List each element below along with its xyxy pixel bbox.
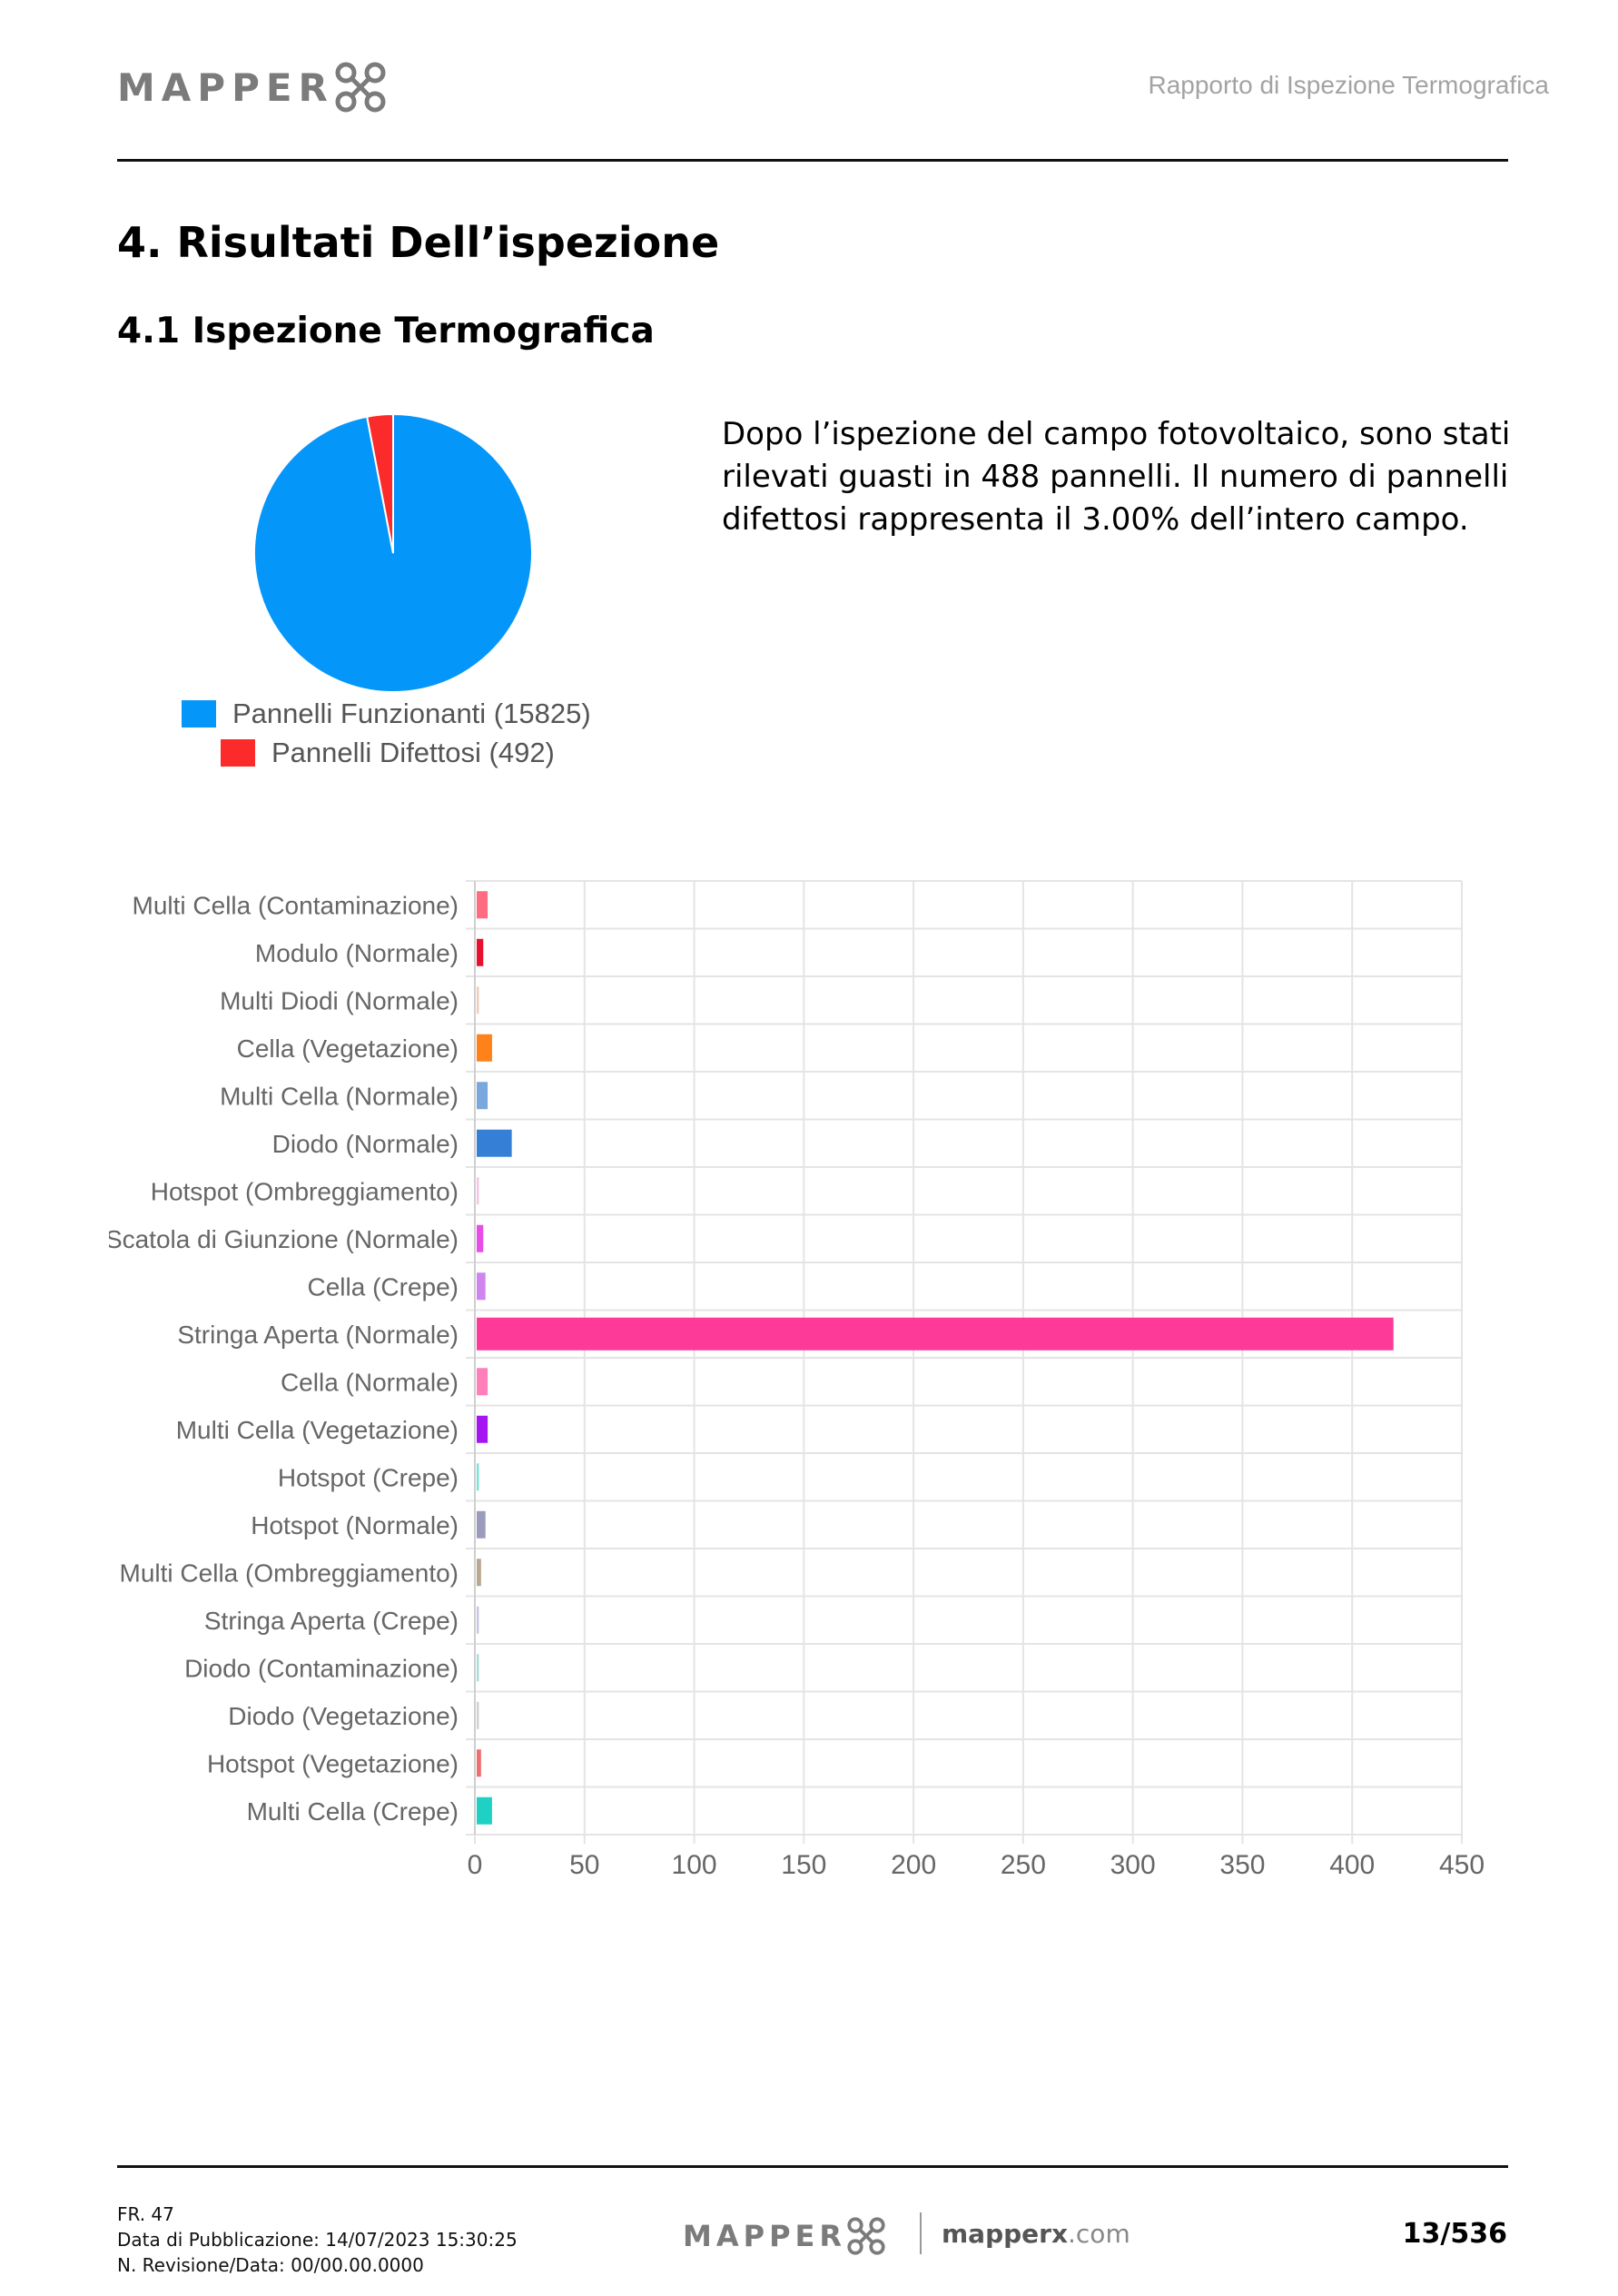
- website-link[interactable]: mapperx.com: [942, 2219, 1130, 2249]
- y-tick-label: Cella (Vegetazione): [237, 1034, 459, 1063]
- inspection-summary: Dopo l’ispezione del campo fotovoltaico,…: [722, 416, 1511, 538]
- bar: [477, 1749, 481, 1777]
- y-tick-label: Hotspot (Ombreggiamento): [151, 1177, 459, 1205]
- header-logo: MAPPER: [117, 62, 387, 113]
- y-tick-label: Multi Diodi (Normale): [220, 986, 459, 1014]
- bar: [477, 1224, 484, 1252]
- site-tld: .com: [1068, 2219, 1130, 2249]
- y-tick-label: Diodo (Contaminazione): [184, 1654, 459, 1682]
- legend-swatch-red: [221, 739, 255, 767]
- y-tick-label: Multi Cella (Normale): [220, 1082, 459, 1110]
- legend-label: Pannelli Difettosi (492): [271, 737, 555, 768]
- footer-logo: MAPPER: [683, 2217, 886, 2255]
- y-tick-label: Multi Cella (Vegetazione): [176, 1416, 459, 1444]
- y-tick-label: Hotspot (Vegetazione): [207, 1749, 459, 1777]
- header-divider: [117, 159, 1508, 162]
- bar: [477, 986, 479, 1014]
- y-tick-label: Multi Cella (Crepe): [247, 1797, 459, 1826]
- x-tick-label: 0: [468, 1850, 483, 1880]
- bar: [477, 1368, 488, 1396]
- bar: [477, 1559, 481, 1587]
- section-subtitle: 4.1 Ispezione Termografica: [117, 311, 655, 351]
- bar: [477, 1177, 479, 1205]
- bar: [477, 1415, 488, 1443]
- bar: [477, 1510, 486, 1539]
- x-tick-label: 450: [1439, 1850, 1485, 1880]
- bar: [477, 1463, 479, 1491]
- footer-divider: [117, 2165, 1508, 2168]
- y-tick-label: Multi Cella (Ombreggiamento): [120, 1559, 459, 1587]
- bar: [477, 938, 484, 966]
- bar: [477, 1606, 479, 1634]
- brand-wordmark: MAPPER: [683, 2219, 847, 2253]
- revision-info: N. Revisione/Data: 00/00.00.0000: [117, 2254, 424, 2276]
- x-tick-label: 50: [569, 1850, 599, 1880]
- x-tick-label: 400: [1329, 1850, 1375, 1880]
- y-tick-label: Diodo (Normale): [272, 1130, 459, 1158]
- y-tick-label: Hotspot (Normale): [251, 1511, 459, 1539]
- bar: [477, 891, 488, 919]
- pie-chart: [253, 412, 533, 693]
- section-title: 4. Risultati Dell’ispezione: [117, 218, 720, 267]
- bar: [477, 1701, 479, 1729]
- y-tick-label: Modulo (Normale): [255, 939, 459, 967]
- y-tick-label: Hotspot (Crepe): [278, 1463, 459, 1491]
- pie-legend-item-funzionanti: Pannelli Funzionanti (15825): [182, 698, 591, 730]
- bar: [477, 1317, 1394, 1351]
- x-tick-label: 200: [891, 1850, 936, 1880]
- legend-label: Pannelli Funzionanti (15825): [232, 698, 591, 729]
- footer-separator: [920, 2212, 922, 2254]
- bar: [477, 1654, 479, 1682]
- bar-chart: 0 50 100 150 200 250 300 350 400 450 Multi Cella (…: [109, 880, 1485, 1880]
- x-tick-label: 350: [1219, 1850, 1265, 1880]
- page-number: 13/536: [1402, 2218, 1507, 2250]
- y-tick-label: Multi Cella (Contaminazione): [133, 891, 459, 919]
- legend-swatch-blue: [182, 700, 216, 727]
- bar: [477, 1129, 512, 1157]
- y-tick-label: Cella (Normale): [281, 1368, 459, 1396]
- brand-wordmark: MAPPER: [117, 64, 334, 110]
- publication-date: Data di Pubblicazione: 14/07/2023 15:30:…: [117, 2229, 518, 2251]
- site-name: mapperx: [942, 2219, 1069, 2249]
- drone-icon: [335, 62, 386, 113]
- bar: [477, 1796, 492, 1825]
- bar: [477, 1082, 488, 1110]
- x-tick-label: 100: [672, 1850, 717, 1880]
- bar: [477, 1272, 486, 1301]
- x-tick-label: 300: [1110, 1850, 1156, 1880]
- drone-icon: [847, 2217, 885, 2255]
- y-tick-label: Cella (Crepe): [308, 1272, 459, 1301]
- x-tick-label: 250: [1001, 1850, 1046, 1880]
- y-tick-label: Scatola di Giunzione (Normale): [109, 1225, 459, 1253]
- y-tick-label: Stringa Aperta (Crepe): [204, 1607, 459, 1635]
- y-tick-label: Stringa Aperta (Normale): [177, 1321, 459, 1349]
- document-ref: FR. 47: [117, 2203, 174, 2225]
- pie-slice-difettosi: [366, 412, 394, 554]
- report-title: Rapporto di Ispezione Termografica: [1148, 71, 1549, 99]
- bar: [477, 1034, 492, 1062]
- y-tick-label: Diodo (Vegetazione): [228, 1702, 459, 1730]
- footer-info: FR. 47 Data di Pubblicazione: 14/07/2023…: [117, 2202, 518, 2278]
- x-tick-label: 150: [781, 1850, 826, 1880]
- pie-legend-item-difettosi: Pannelli Difettosi (492): [221, 737, 555, 769]
